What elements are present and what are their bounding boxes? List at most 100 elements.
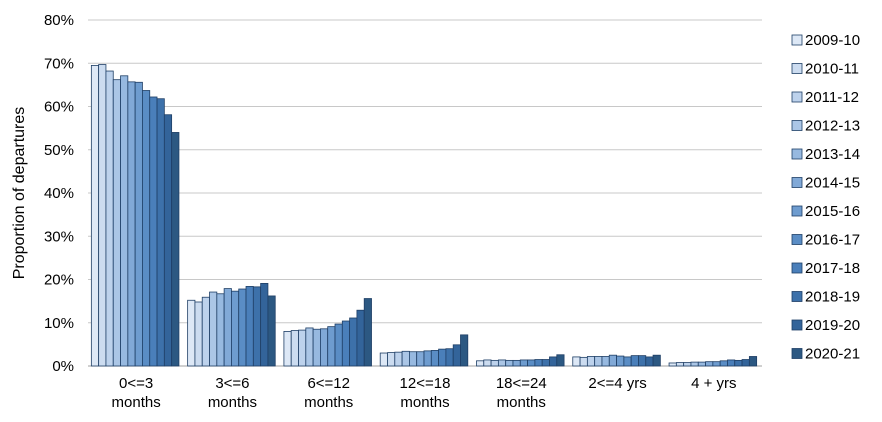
- bar: [445, 348, 454, 367]
- bar: [149, 96, 158, 367]
- bar: [245, 286, 254, 367]
- x-tick-label: 0<=3: [119, 375, 153, 392]
- bar: [171, 132, 180, 367]
- legend-swatch: [791, 120, 803, 131]
- bar: [334, 323, 343, 367]
- bar: [438, 348, 447, 367]
- legend-swatch: [791, 91, 803, 103]
- y-tick-label: 50%: [44, 142, 74, 159]
- bar: [476, 360, 485, 367]
- bar: [112, 79, 121, 367]
- bar: [638, 355, 647, 367]
- legend-swatch: [791, 291, 803, 302]
- bar: [601, 356, 610, 367]
- legend-label: 2016-17: [805, 232, 860, 249]
- bar: [260, 282, 269, 367]
- y-tick-label: 80%: [44, 12, 74, 29]
- bar: [727, 359, 736, 367]
- bar: [298, 329, 307, 367]
- bar: [652, 354, 661, 367]
- bar: [549, 356, 558, 367]
- bar: [363, 298, 372, 367]
- bar: [572, 356, 581, 367]
- bar: [645, 356, 654, 367]
- legend-label: 2020-21: [805, 346, 860, 363]
- bar: [497, 359, 507, 367]
- x-tick-label: 6<=12: [307, 375, 350, 392]
- bar: [216, 293, 225, 367]
- legend-label: 2011-12: [805, 89, 859, 106]
- x-tick-label: months: [208, 394, 257, 411]
- legend-label: 2014-15: [805, 175, 860, 192]
- legend-swatch: [791, 205, 803, 217]
- bar: [98, 64, 107, 367]
- bar: [423, 350, 432, 367]
- axes: 0% 10% 20% 30% 40% 50% 60% 70% 80% Proportion of …: [11, 12, 737, 411]
- bar: [209, 291, 218, 367]
- x-tick-label: months: [304, 394, 353, 411]
- bar: [616, 355, 625, 367]
- x-tick-label: 18<=24: [496, 375, 547, 392]
- bar: [379, 352, 388, 367]
- bar: [252, 286, 262, 367]
- bar: [579, 356, 588, 367]
- bar: [312, 328, 321, 367]
- legend-label: 2018-19: [805, 289, 860, 306]
- bar: [430, 350, 439, 367]
- bar: [748, 356, 758, 367]
- bar: [120, 75, 129, 367]
- x-tick-label: 2<=4 yrs: [588, 375, 646, 392]
- bar: [416, 351, 425, 367]
- legend-swatch: [791, 234, 803, 245]
- legend: 2009-10 2010-11 2011-12 2012-13 2013-14 2014-…: [791, 32, 860, 363]
- y-tick-label: 20%: [44, 272, 74, 289]
- bar: [401, 350, 410, 367]
- bar: [320, 328, 329, 367]
- bar: [483, 359, 492, 367]
- bar: [697, 361, 706, 367]
- bar: [327, 326, 336, 367]
- legend-label: 2013-14: [805, 146, 860, 163]
- legend-label: 2012-13: [805, 118, 860, 135]
- bar: [586, 356, 596, 367]
- x-tick-label: 3<=6: [215, 375, 249, 392]
- bar: [201, 296, 210, 367]
- bar: [238, 288, 247, 367]
- bar: [127, 81, 136, 367]
- bar: [741, 359, 750, 367]
- bar: [675, 362, 685, 367]
- legend-label: 2017-18: [805, 260, 860, 277]
- bar: [394, 351, 403, 367]
- bar: [534, 359, 543, 367]
- x-tick-label: months: [112, 394, 161, 411]
- bar: [349, 317, 358, 367]
- bar: [623, 356, 632, 367]
- legend-label: 2010-11: [805, 61, 859, 78]
- x-tick-label: 12<=18: [400, 375, 451, 392]
- legend-label: 2015-16: [805, 203, 860, 220]
- bar: [408, 351, 418, 367]
- bar: [156, 98, 165, 367]
- legend-swatch: [791, 63, 803, 74]
- bar: [452, 344, 461, 367]
- legend-label: 2019-20: [805, 317, 860, 334]
- bar: [594, 356, 603, 367]
- bar: [505, 359, 514, 367]
- bar: [719, 360, 728, 367]
- bar: [142, 90, 151, 367]
- bar: [231, 290, 240, 367]
- bar: [705, 361, 714, 367]
- y-axis-title: Proportion of departures: [11, 107, 28, 280]
- bars: [90, 64, 758, 367]
- bar: [712, 361, 721, 367]
- bar: [690, 361, 699, 367]
- legend-swatch: [791, 262, 803, 274]
- y-tick-label: 0%: [52, 358, 74, 375]
- y-tick-label: 40%: [44, 185, 74, 202]
- bar: [668, 362, 677, 367]
- bar: [105, 70, 114, 367]
- legend-swatch: [791, 319, 803, 331]
- bar: [387, 352, 396, 367]
- bar: [194, 301, 203, 367]
